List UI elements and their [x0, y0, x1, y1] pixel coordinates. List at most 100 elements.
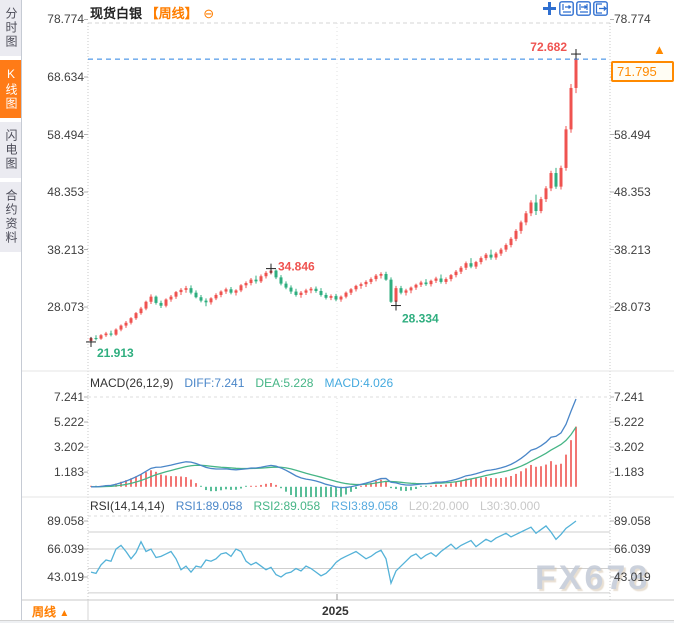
crosshair-icon[interactable]	[542, 1, 557, 16]
rsi-line	[90, 520, 577, 586]
candle-body	[574, 59, 578, 88]
rsi-axis-label-left: 66.039	[47, 542, 84, 556]
rsi-axis-label-right: 43.019	[614, 570, 651, 584]
main-axis-label-left: 68.634	[47, 70, 84, 84]
candle-body	[414, 284, 418, 288]
candle-body	[369, 279, 373, 282]
candle-body	[499, 249, 503, 254]
candle-body	[229, 289, 233, 293]
candle-body	[324, 294, 328, 298]
candle-body	[254, 279, 258, 282]
candle-body	[129, 318, 133, 323]
candle-body	[469, 263, 473, 267]
candle-body	[144, 301, 148, 309]
sidebar-item-flash[interactable]: 闪电图	[0, 122, 21, 178]
x-axis-year-label: 2025	[322, 604, 349, 618]
price-annotation: 34.846	[278, 260, 315, 274]
candle-body	[524, 213, 528, 223]
main-axis-label-right: 78.774	[614, 12, 651, 27]
candle-body	[359, 284, 363, 286]
macd-axis-label-right: 7.241	[614, 390, 645, 404]
candle-body	[174, 292, 178, 297]
latest-price-arrow-icon[interactable]: ▲	[653, 42, 666, 57]
chart-type-sidebar: 分时图 K线图 闪电图 合约资料	[0, 0, 22, 623]
candle-body	[199, 297, 203, 301]
candle-body	[159, 302, 163, 306]
candle-body	[264, 272, 268, 277]
rsi-l20-value: L20:20.000	[408, 499, 469, 513]
fx678-watermark: FX678	[535, 559, 651, 597]
candle-body	[434, 278, 438, 281]
main-axis-label-right: 38.213	[614, 242, 651, 257]
candle-body	[419, 282, 423, 285]
candle-body	[284, 283, 288, 288]
candle-body	[374, 275, 378, 280]
macd-axis-label-left: 1.183	[53, 465, 84, 480]
period-tag: 【周线】	[145, 6, 198, 21]
price-annotation: 28.334	[402, 312, 439, 326]
sidebar-item-kline[interactable]: K线图	[0, 60, 21, 118]
macd-axis-label-right: 1.183	[614, 465, 645, 480]
candle-body	[554, 173, 558, 187]
candle-body	[484, 254, 488, 259]
rsi-axis-label-right: 66.039	[614, 542, 651, 556]
candle-body	[529, 202, 533, 214]
candle-body	[219, 291, 223, 295]
candle-body	[514, 230, 518, 239]
candle-body	[389, 279, 393, 302]
restore-view-icon[interactable]	[593, 1, 608, 16]
main-axis-label-left: 48.353	[47, 185, 84, 199]
candle-body	[334, 296, 338, 300]
rsi-axis-label-left: 43.019	[47, 570, 84, 584]
candle-body	[439, 278, 443, 282]
candle-body	[364, 281, 368, 285]
candle-body	[459, 267, 463, 272]
candle-body	[404, 290, 408, 293]
period-tab-weekly[interactable]: 周线 ▲	[32, 603, 69, 620]
candle-body	[204, 300, 208, 303]
main-axis-label-left: 58.494	[47, 127, 84, 142]
collapse-circle-icon[interactable]: ⊖	[203, 6, 215, 21]
candle-body	[569, 87, 573, 130]
zoom-in-icon[interactable]	[576, 1, 591, 16]
candle-body	[539, 199, 543, 212]
current-price-box: 71.795	[611, 61, 674, 82]
rsi-indicator-row: RSI(14,14,14) RSI1:89.058 RSI2:89.058 RSI3:…	[90, 499, 551, 513]
candle-body	[504, 245, 508, 250]
candle-body	[329, 296, 333, 298]
candle-body	[399, 288, 403, 293]
candle-body	[479, 258, 483, 263]
candle-body	[249, 279, 253, 284]
macd-axis-label-left: 7.241	[53, 390, 84, 404]
rsi-axis-label-left: 89.058	[47, 514, 84, 528]
candle-body	[189, 288, 193, 293]
candle-body	[534, 202, 538, 212]
candle-body	[344, 292, 348, 297]
main-axis-label-left: 28.073	[47, 300, 84, 315]
price-annotation: 21.913	[97, 346, 134, 360]
macd-params-label: MACD(26,12,9)	[90, 376, 174, 390]
main-axis-label-left: 78.774	[47, 12, 84, 27]
candle-body	[379, 273, 383, 276]
macd-dea-line	[90, 426, 577, 488]
candle-body	[184, 288, 188, 290]
candle-body	[454, 271, 458, 276]
candle-body	[304, 290, 308, 293]
sidebar-item-contract-info[interactable]: 合约资料	[0, 182, 21, 252]
bottom-edge-strip	[0, 620, 674, 623]
candle-body	[314, 288, 318, 291]
candle-body	[509, 238, 513, 246]
macd-axis-label-left: 5.222	[53, 415, 84, 430]
candle-body	[209, 298, 213, 303]
zoom-out-icon[interactable]	[559, 1, 574, 16]
candle-body	[169, 296, 173, 300]
price-annotation: 72.682	[530, 40, 567, 54]
candle-body	[294, 291, 298, 295]
candle-body	[339, 296, 343, 300]
candle-body	[114, 329, 118, 335]
candle-body	[279, 277, 283, 284]
candle-body	[299, 292, 303, 295]
sidebar-item-timeshare[interactable]: 分时图	[0, 0, 21, 56]
